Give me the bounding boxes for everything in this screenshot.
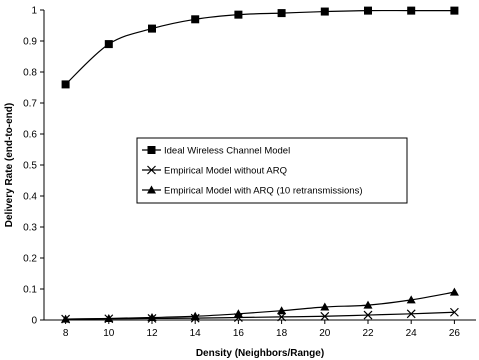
series-line [65,311,455,320]
data-point [406,309,416,319]
data-point [61,80,70,89]
y-tick-label: 0.8 [23,68,37,79]
data-point [406,295,416,304]
data-point [407,6,416,15]
legend-box [136,137,408,204]
data-point [233,309,243,318]
data-point [320,311,330,321]
data-point [320,302,330,311]
legend: Ideal Wireless Channel Model Empirical Mo… [136,137,408,204]
legend-marker [147,146,156,154]
x-tick-label: 8 [63,328,69,339]
series-3 [61,287,459,323]
x-axis: 8 10 12 14 16 18 20 22 24 26 [63,320,461,339]
legend-marker [147,165,156,175]
legend-label: Empirical Model with ARQ (10 retransmiss… [164,186,363,197]
series-2 [61,307,459,324]
x-tick-label: 26 [449,328,461,339]
legend-label: Empirical Model without ARQ [164,166,287,177]
y-tick-label: 0.2 [23,254,37,265]
data-point [363,300,373,309]
x-tick-label: 12 [146,328,158,339]
legend-marker [147,185,156,194]
y-tick-label: 0.9 [23,37,37,48]
data-point [148,24,156,33]
data-point [449,287,459,296]
series-line [65,9,455,85]
x-tick-label: 16 [233,328,245,339]
legend-item: Ideal Wireless Channel Model [142,146,290,157]
data-point [320,7,329,16]
data-point [234,10,243,19]
legend-item: Empirical Model without ARQ [142,166,287,177]
data-point [364,6,372,15]
x-tick-label: 10 [103,328,115,339]
y-tick-label: 0 [31,316,37,327]
y-tick-label: 0.6 [23,130,37,141]
series-1 [61,6,459,89]
x-tick-label: 22 [362,328,374,339]
data-point [363,310,373,320]
y-tick-label: 0.1 [23,285,37,296]
data-point [277,9,286,18]
legend-item: Empirical Model with ARQ (10 retransmiss… [142,185,363,197]
x-tick-label: 20 [319,328,331,339]
y-tick-label: 0.4 [23,192,37,203]
legend-label: Ideal Wireless Channel Model [164,146,290,157]
y-tick-label: 1 [31,6,37,17]
data-point [450,6,459,15]
series-layer [61,6,459,324]
x-tick-label: 18 [276,328,288,339]
data-point [449,307,459,317]
x-axis-title: Density (Neighbors/Range) [196,348,324,359]
data-point [277,306,287,315]
data-point [147,313,157,322]
data-point [104,313,114,322]
data-point [61,314,71,323]
x-tick-label: 14 [190,328,202,339]
y-axis-title: Delivery Rate (end-to-end) [4,103,15,227]
y-tick-label: 0.5 [23,161,37,172]
data-point [104,40,113,49]
data-point [277,312,287,322]
x-tick-label: 24 [406,328,418,339]
series-line [65,291,455,320]
y-tick-label: 0.3 [23,223,37,234]
data-point [190,311,200,320]
y-tick-label: 0.7 [23,99,37,110]
y-axis: 0 0.1 0.2 0.3 0.4 0.5 0.6 0.7 0.8 0.9 1 [23,6,44,327]
data-point [191,15,200,24]
